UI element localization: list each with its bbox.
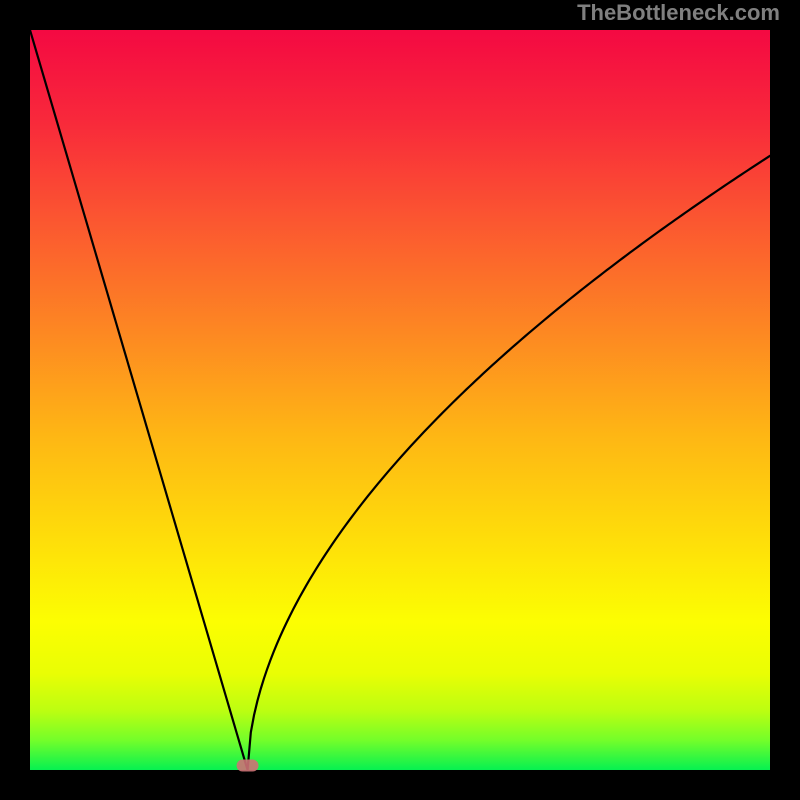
figure-container: { "figure": { "type": "line", "width": 8… xyxy=(0,0,800,800)
gradient-background xyxy=(30,30,770,770)
marker-pill xyxy=(237,760,259,772)
bottleneck-chart xyxy=(0,0,800,800)
watermark-text: TheBottleneck.com xyxy=(577,0,780,26)
